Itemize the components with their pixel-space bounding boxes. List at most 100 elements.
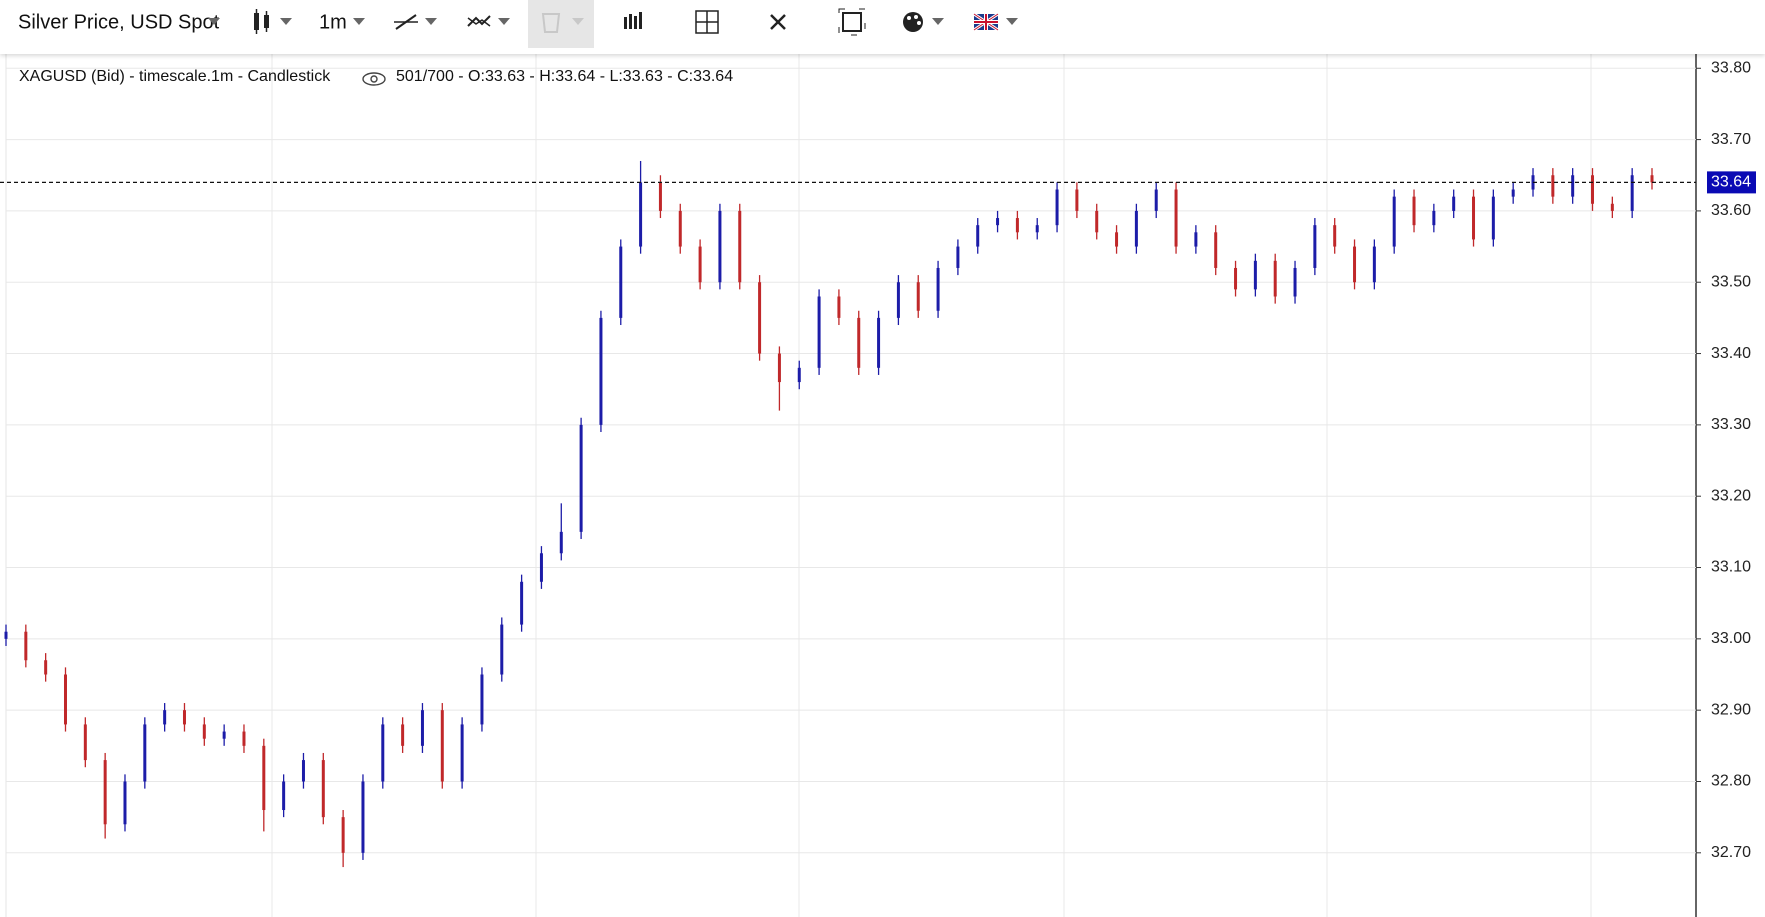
candle-body: [321, 760, 325, 818]
candle-body: [1511, 189, 1515, 197]
candle-body: [599, 317, 603, 425]
y-tick-label: 33.70: [1711, 131, 1751, 148]
caret[interactable]: [353, 18, 365, 25]
candle-body: [163, 710, 167, 725]
candle-body: [83, 724, 87, 761]
candle-body: [976, 225, 980, 247]
candle-body: [1372, 246, 1376, 283]
last-price-box: [1707, 171, 1756, 194]
candle-body: [480, 674, 484, 725]
candle-body: [1452, 196, 1456, 211]
candle-body: [123, 781, 127, 825]
candle-body: [678, 210, 682, 247]
candle-body: [1610, 203, 1614, 211]
candle-body: [1214, 232, 1218, 268]
candle-body: [837, 296, 841, 318]
candle-body: [1630, 175, 1634, 211]
fullscreen-button[interactable]: [770, 14, 786, 30]
candle-body: [44, 660, 48, 675]
candle-body: [1571, 175, 1575, 197]
candle-body: [63, 674, 67, 725]
candle-body: [1551, 175, 1555, 197]
interval-selector[interactable]: 1m: [319, 11, 347, 33]
indicator-button[interactable]: [467, 15, 510, 27]
crosshair-button[interactable]: [695, 10, 719, 34]
toolbar: Silver Price, USD Spot 1m: [0, 0, 1765, 54]
candle-body: [1234, 267, 1238, 290]
y-tick-label: 33.00: [1711, 630, 1751, 647]
y-tick-label: 33.10: [1711, 559, 1751, 576]
candle-body: [460, 724, 464, 782]
candles: [4, 160, 1654, 868]
y-tick-label: 33.40: [1711, 345, 1751, 362]
symbol-selector[interactable]: Silver Price, USD Spot: [18, 11, 220, 33]
candle-body: [1134, 210, 1138, 247]
candle-body: [520, 581, 524, 625]
candle-body: [738, 210, 742, 283]
candle-body: [103, 760, 107, 825]
candle-body: [1095, 210, 1099, 233]
delete-button[interactable]: [528, 0, 594, 48]
candle-body: [182, 710, 186, 725]
candle-body: [4, 631, 8, 639]
candle-body: [420, 710, 424, 746]
caret[interactable]: [208, 18, 220, 25]
candle-body: [381, 724, 385, 782]
candle-body: [797, 367, 801, 383]
y-tick-label: 33.60: [1711, 202, 1751, 219]
candle-body: [242, 731, 246, 746]
candle-body: [222, 731, 226, 739]
eye-icon[interactable]: [362, 72, 386, 86]
candle-body: [401, 724, 405, 746]
chart-info: 501/700 - O:33.63 - H:33.64 - L:33.63 - …: [396, 68, 733, 85]
candle-body: [1650, 175, 1654, 183]
y-tick-label: 32.70: [1711, 844, 1751, 861]
candle-body: [500, 624, 504, 675]
candle-body: [1293, 267, 1297, 297]
grid: 32.70 32.80 32.90 33.00 33.10 33.20 33.30 33.40…: [6, 59, 1751, 861]
candle-body: [301, 760, 305, 782]
candle-body: [1154, 189, 1158, 211]
candle-body: [996, 218, 1000, 226]
theme-button[interactable]: [903, 12, 944, 32]
candle-body: [619, 246, 623, 318]
y-tick-label: 32.80: [1711, 773, 1751, 790]
last-price-label: 33.64: [1711, 174, 1751, 191]
candle-body: [758, 282, 762, 354]
candle-body: [202, 724, 206, 739]
candle-body: [698, 246, 702, 283]
candle-body: [1333, 225, 1337, 247]
y-tick-label: 33.20: [1711, 487, 1751, 504]
candle-body: [539, 553, 543, 582]
candle-body: [361, 781, 365, 853]
candle-body: [262, 745, 266, 811]
candle-body: [1392, 196, 1396, 247]
time-grid: [271, 54, 1592, 917]
candle-body: [639, 182, 643, 247]
draw-line-button[interactable]: [394, 14, 437, 30]
candle-body: [1253, 260, 1257, 290]
candle-body: [956, 246, 960, 268]
candle-body: [1472, 196, 1476, 240]
candle-body: [896, 282, 900, 318]
candle-body: [1194, 232, 1198, 247]
candle-body: [341, 817, 345, 853]
candle-body: [857, 317, 861, 368]
candle-body: [1115, 232, 1119, 247]
fit-button[interactable]: [838, 8, 866, 36]
candle-body: [658, 182, 662, 211]
candle-body: [916, 282, 920, 311]
y-tick-label: 33.30: [1711, 416, 1751, 433]
candle-body: [24, 631, 28, 661]
candle-body: [936, 267, 940, 311]
volume-button[interactable]: [624, 12, 642, 29]
candle-body: [1353, 246, 1357, 283]
candle-body: [579, 424, 583, 532]
candle-body: [718, 210, 722, 283]
language-button[interactable]: [973, 12, 1018, 32]
candle-body: [817, 296, 821, 368]
chart-type-button[interactable]: [254, 9, 292, 34]
candle-body: [282, 781, 286, 811]
candle-body: [1035, 225, 1039, 233]
